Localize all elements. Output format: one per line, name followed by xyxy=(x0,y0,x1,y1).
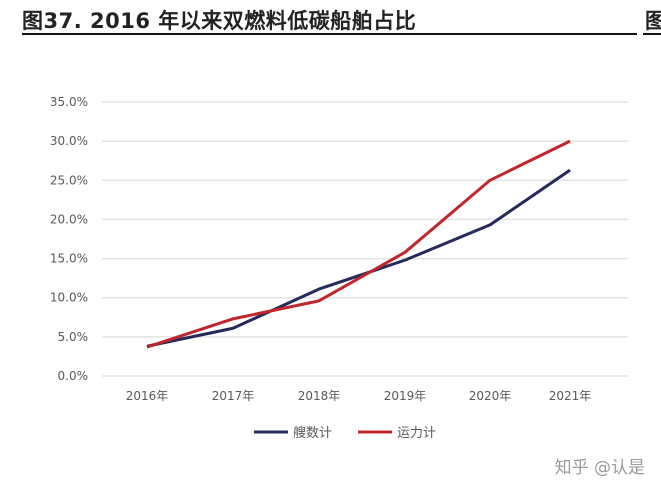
x-tick-label: 2019年 xyxy=(384,389,427,403)
watermark: 知乎 @认是 xyxy=(554,458,645,478)
y-tick-label: 30.0% xyxy=(50,134,88,148)
y-tick-label: 20.0% xyxy=(50,212,88,226)
legend-label-2: 运力计 xyxy=(397,426,436,441)
y-tick-label: 35.0% xyxy=(50,95,88,109)
next-figure-title-fragment: 图 xyxy=(645,9,661,33)
next-title-underline xyxy=(643,33,661,35)
y-tick-label: 10.0% xyxy=(50,291,88,305)
series-line-1 xyxy=(146,168,571,348)
x-tick-label: 2021年 xyxy=(549,389,592,403)
x-tick-label: 2016年 xyxy=(126,389,169,403)
x-tick-label: 2017年 xyxy=(212,389,255,403)
legend-label-1: 艘数计 xyxy=(293,425,332,441)
y-tick-label: 25.0% xyxy=(50,173,88,187)
figure-title: 图37. 2016 年以来双燃料低碳船舶占比 xyxy=(22,9,417,33)
x-tick-label: 2018年 xyxy=(298,389,341,403)
title-underline xyxy=(22,33,637,35)
series-line-2 xyxy=(146,139,571,349)
x-tick-label: 2020年 xyxy=(469,389,512,403)
y-tick-label: 15.0% xyxy=(50,252,88,266)
y-tick-label: 5.0% xyxy=(58,330,89,344)
y-tick-label: 0.0% xyxy=(58,369,89,383)
